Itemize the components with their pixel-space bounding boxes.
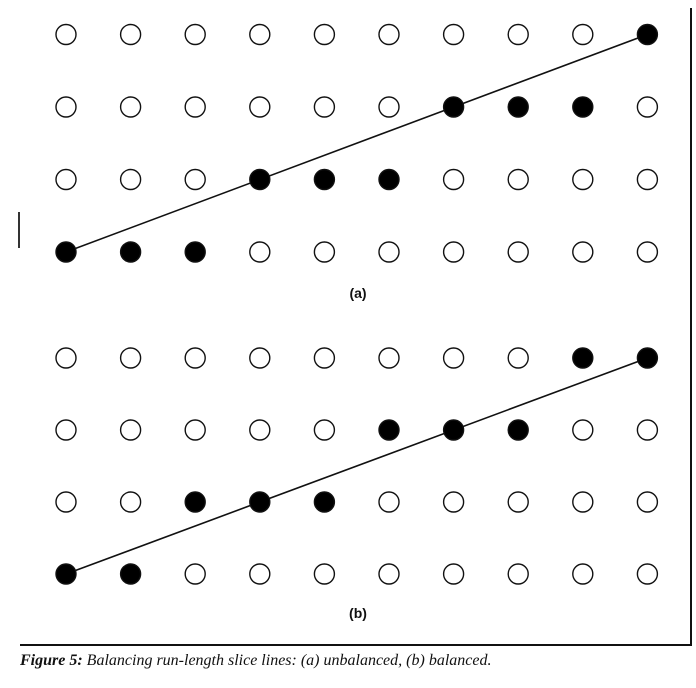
empty-pixel-dot [636, 563, 659, 585]
empty-pixel-dot [313, 563, 336, 585]
filled-pixel-dot [636, 23, 659, 46]
empty-pixel-dot [249, 23, 271, 46]
empty-pixel-dot [313, 23, 336, 46]
empty-pixel-dot [55, 347, 77, 369]
empty-pixel-dot [378, 347, 400, 369]
empty-pixel-dot [184, 96, 206, 118]
filled-pixel-dot [507, 96, 529, 118]
empty-pixel-dot [119, 419, 142, 441]
filled-pixel-dot [507, 419, 529, 441]
empty-pixel-dot [442, 563, 465, 585]
empty-pixel-dot [636, 168, 659, 191]
filled-pixel-dot [378, 419, 400, 441]
figure-frame [20, 8, 692, 646]
filled-pixel-dot [636, 347, 659, 369]
filled-pixel-dot [55, 563, 77, 585]
caption-figure-label: Figure 5: [20, 652, 83, 669]
panel-b-label: (b) [349, 605, 367, 621]
empty-pixel-dot [378, 241, 400, 263]
panel-a-label: (a) [349, 285, 367, 301]
empty-pixel-dot [119, 491, 142, 513]
empty-pixel-dot [507, 168, 529, 191]
empty-pixel-dot [249, 241, 271, 263]
filled-pixel-dot [184, 491, 206, 513]
empty-pixel-dot [184, 347, 206, 369]
empty-pixel-dot [507, 563, 529, 585]
empty-pixel-dot [442, 168, 465, 191]
empty-pixel-dot [249, 419, 271, 441]
empty-pixel-dot [507, 347, 529, 369]
caption-text: Balancing run-length slice lines: (a) un… [86, 652, 492, 669]
filled-pixel-dot [313, 491, 336, 513]
empty-pixel-dot [378, 491, 400, 513]
filled-pixel-dot [249, 491, 271, 513]
filled-pixel-dot [442, 419, 465, 441]
empty-pixel-dot [636, 241, 659, 263]
empty-pixel-dot [572, 168, 594, 191]
empty-pixel-dot [636, 419, 659, 441]
empty-pixel-dot [55, 96, 77, 118]
empty-pixel-dot [442, 241, 465, 263]
empty-pixel-dot [55, 23, 77, 46]
empty-pixel-dot [55, 419, 77, 441]
figure-caption: Figure 5: Balancing run-length slice lin… [20, 652, 491, 670]
empty-pixel-dot [313, 241, 336, 263]
frame-tick [18, 212, 20, 248]
empty-pixel-dot [119, 347, 142, 369]
filled-pixel-dot [184, 241, 206, 263]
empty-pixel-dot [184, 168, 206, 191]
empty-pixel-dot [249, 563, 271, 585]
slice-line [65, 357, 648, 575]
filled-pixel-dot [55, 241, 77, 263]
empty-pixel-dot [572, 241, 594, 263]
empty-pixel-dot [636, 96, 659, 118]
filled-pixel-dot [378, 168, 400, 191]
empty-pixel-dot [184, 563, 206, 585]
empty-pixel-dot [313, 96, 336, 118]
slice-line [65, 33, 648, 253]
empty-pixel-dot [249, 347, 271, 369]
empty-pixel-dot [442, 491, 465, 513]
empty-pixel-dot [249, 96, 271, 118]
empty-pixel-dot [184, 419, 206, 441]
empty-pixel-dot [442, 347, 465, 369]
filled-pixel-dot [119, 241, 142, 263]
empty-pixel-dot [572, 563, 594, 585]
filled-pixel-dot [119, 563, 142, 585]
empty-pixel-dot [507, 241, 529, 263]
empty-pixel-dot [572, 23, 594, 46]
empty-pixel-dot [572, 491, 594, 513]
empty-pixel-dot [378, 23, 400, 46]
empty-pixel-dot [507, 23, 529, 46]
filled-pixel-dot [249, 168, 271, 191]
empty-pixel-dot [572, 419, 594, 441]
panel-b-grid [55, 347, 659, 585]
empty-pixel-dot [636, 491, 659, 513]
empty-pixel-dot [442, 23, 465, 46]
empty-pixel-dot [55, 491, 77, 513]
empty-pixel-dot [184, 23, 206, 46]
panel-a-grid [55, 23, 659, 263]
empty-pixel-dot [313, 347, 336, 369]
filled-pixel-dot [442, 96, 465, 118]
filled-pixel-dot [572, 347, 594, 369]
empty-pixel-dot [119, 168, 142, 191]
empty-pixel-dot [119, 96, 142, 118]
empty-pixel-dot [507, 491, 529, 513]
empty-pixel-dot [378, 563, 400, 585]
empty-pixel-dot [55, 168, 77, 191]
empty-pixel-dot [119, 23, 142, 46]
filled-pixel-dot [313, 168, 336, 191]
empty-pixel-dot [313, 419, 336, 441]
empty-pixel-dot [378, 96, 400, 118]
filled-pixel-dot [572, 96, 594, 118]
